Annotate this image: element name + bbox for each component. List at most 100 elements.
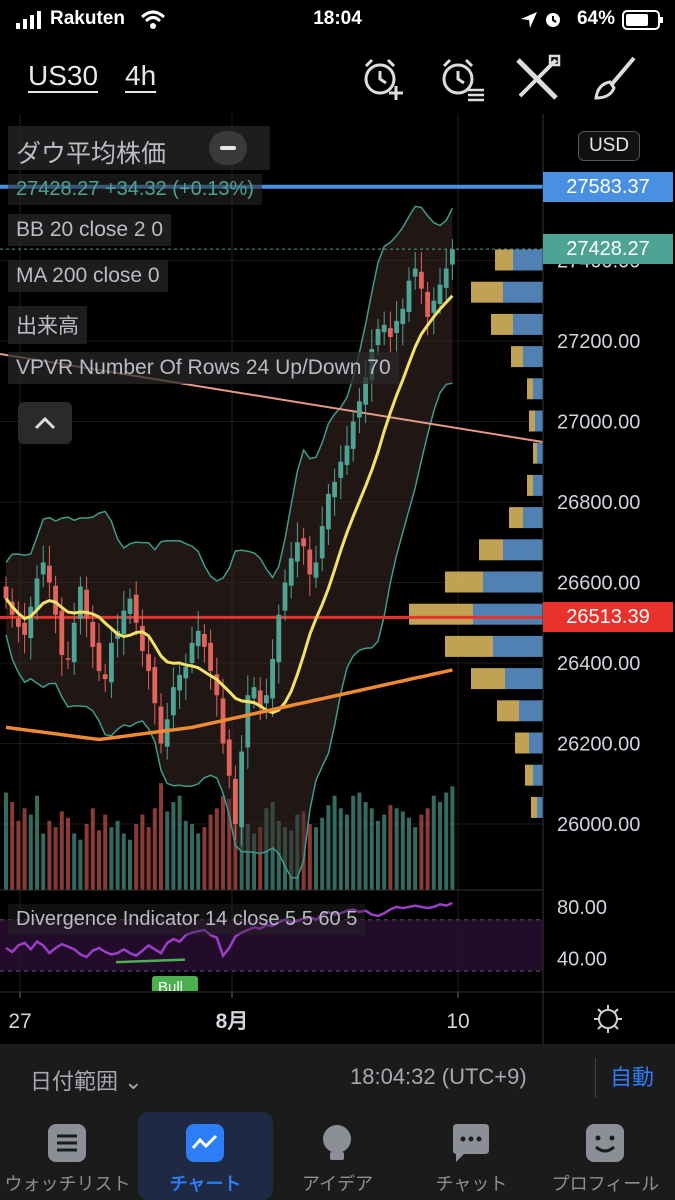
symbol-selector[interactable]: US30 (28, 60, 99, 91)
vpvr-up-bar (519, 700, 543, 722)
volume-bar (407, 817, 411, 890)
volume-bar (425, 808, 430, 890)
price-axis[interactable]: 27400.0027200.0027000.0026800.0026600.00… (557, 251, 640, 837)
volume-bar (171, 802, 176, 890)
vpvr-up-bar (523, 346, 543, 368)
osc-band (0, 919, 543, 972)
osc-tick-label: 40.00 (557, 948, 607, 970)
volume-bar (252, 833, 256, 890)
volume-bar (376, 820, 380, 890)
vpvr-down-bar (471, 668, 505, 690)
candle-body (102, 674, 108, 680)
price-tick-label: 26600.00 (557, 573, 640, 595)
vpvr-up-bar (505, 668, 543, 690)
price-tick-label: 27200.00 (557, 331, 640, 353)
tab-chart[interactable]: チャート (138, 1112, 273, 1200)
candle-body (140, 625, 145, 651)
candle-body (239, 751, 244, 828)
candle-body (257, 690, 263, 708)
volume-bar (128, 839, 132, 890)
bull-label: Bull (152, 976, 198, 991)
date-range-button[interactable]: 日付範囲 ⌄ (30, 1064, 143, 1096)
auto-scale-button[interactable]: 自動 (595, 1058, 654, 1098)
volume-bar (382, 814, 387, 890)
list-icon (48, 1124, 86, 1162)
candle-body (357, 401, 362, 418)
candle-body (226, 739, 232, 776)
vpvr-down-bar (445, 571, 483, 593)
vpvr-down-bar (509, 507, 523, 529)
volume-bar (35, 795, 39, 890)
legend-divergence[interactable]: Divergence Indicator 14 close 5 5 60 5 (8, 904, 366, 935)
chat-icon (453, 1124, 489, 1162)
vpvr-down-bar (529, 410, 535, 432)
candle-body (301, 538, 306, 547)
candle-body (388, 328, 393, 337)
volume-bar (97, 830, 101, 890)
time-tick-label: 27 (8, 1010, 31, 1033)
volume-bar (115, 820, 120, 890)
volume-bar (109, 827, 114, 890)
volume-bar (72, 833, 77, 890)
volume-bar (152, 808, 157, 890)
price-chart[interactable]: 27400.0027200.0027000.0026800.0026600.00… (0, 114, 675, 1044)
candle-body (443, 268, 449, 288)
time-axis[interactable]: 27 8月 10 (8, 992, 470, 1033)
legend-ma[interactable]: MA 200 close 0 (8, 260, 168, 292)
tab-ideas[interactable]: アイデア (270, 1112, 405, 1200)
volume-bar (183, 820, 188, 890)
volume-bar (202, 827, 207, 890)
chart-icon (186, 1124, 224, 1162)
legend-vpvr[interactable]: VPVR Number Of Rows 24 Up/Down 70 (8, 352, 399, 384)
vpvr-down-bar (409, 603, 473, 625)
status-bar: Rakuten 18:04 64% (0, 0, 675, 40)
interval-selector[interactable]: 4h (125, 60, 157, 91)
candle-body (164, 719, 170, 747)
candle-body (307, 549, 313, 575)
volume-bar (146, 827, 151, 890)
volume-bar (444, 792, 449, 890)
candle-body (425, 291, 430, 317)
vpvr-up-bar (537, 796, 543, 818)
candle-body (270, 658, 275, 699)
volume-bar (357, 792, 362, 890)
settings-gear-icon[interactable] (594, 1005, 622, 1033)
volume-bar (227, 798, 232, 890)
divergence-pane (0, 901, 543, 972)
tab-chat[interactable]: チャット (404, 1112, 539, 1200)
currency-badge[interactable]: USD (578, 131, 640, 161)
alarm-add-icon[interactable] (358, 54, 408, 102)
candle-body (171, 687, 176, 716)
volume-bar (388, 805, 393, 890)
ma-fast-line (4, 294, 454, 715)
location-icon (521, 12, 537, 28)
candle-body (121, 610, 127, 635)
tab-watchlist[interactable]: ウォッチリスト (0, 1112, 135, 1200)
bb-lower-line (5, 382, 453, 879)
timezone-clock[interactable]: 18:04:32 (UTC+9) (350, 1064, 527, 1089)
alarm-list-icon[interactable] (436, 54, 486, 102)
signal-icon (16, 11, 41, 29)
vpvr-up-bar (523, 507, 543, 529)
volume-bar (276, 820, 281, 890)
vpvr-down-bar (527, 378, 533, 400)
tools-icon[interactable] (512, 54, 562, 102)
vpvr-down-bar (531, 796, 537, 818)
legend-toggle-button[interactable] (18, 402, 72, 444)
candle-body (59, 610, 65, 655)
vpvr-down-bar (471, 281, 503, 303)
legend-volume[interactable]: 出来高 (8, 306, 87, 344)
tab-profile[interactable]: プロフィール (538, 1112, 673, 1200)
candle-body (47, 565, 52, 583)
legend-collapse-button[interactable] (209, 131, 247, 165)
tab-chat-label: チャット (435, 1174, 508, 1194)
brush-icon[interactable] (590, 54, 640, 102)
bull-divergence-line (115, 958, 186, 964)
battery-percent: 64% (576, 8, 615, 29)
candle-body (202, 634, 207, 647)
legend-bb[interactable]: BB 20 close 2 0 (8, 214, 172, 246)
candle-body (146, 654, 151, 672)
top-price-tag: 27583.37 (543, 171, 673, 202)
volume-bar (413, 827, 418, 890)
candle-body (245, 695, 251, 748)
